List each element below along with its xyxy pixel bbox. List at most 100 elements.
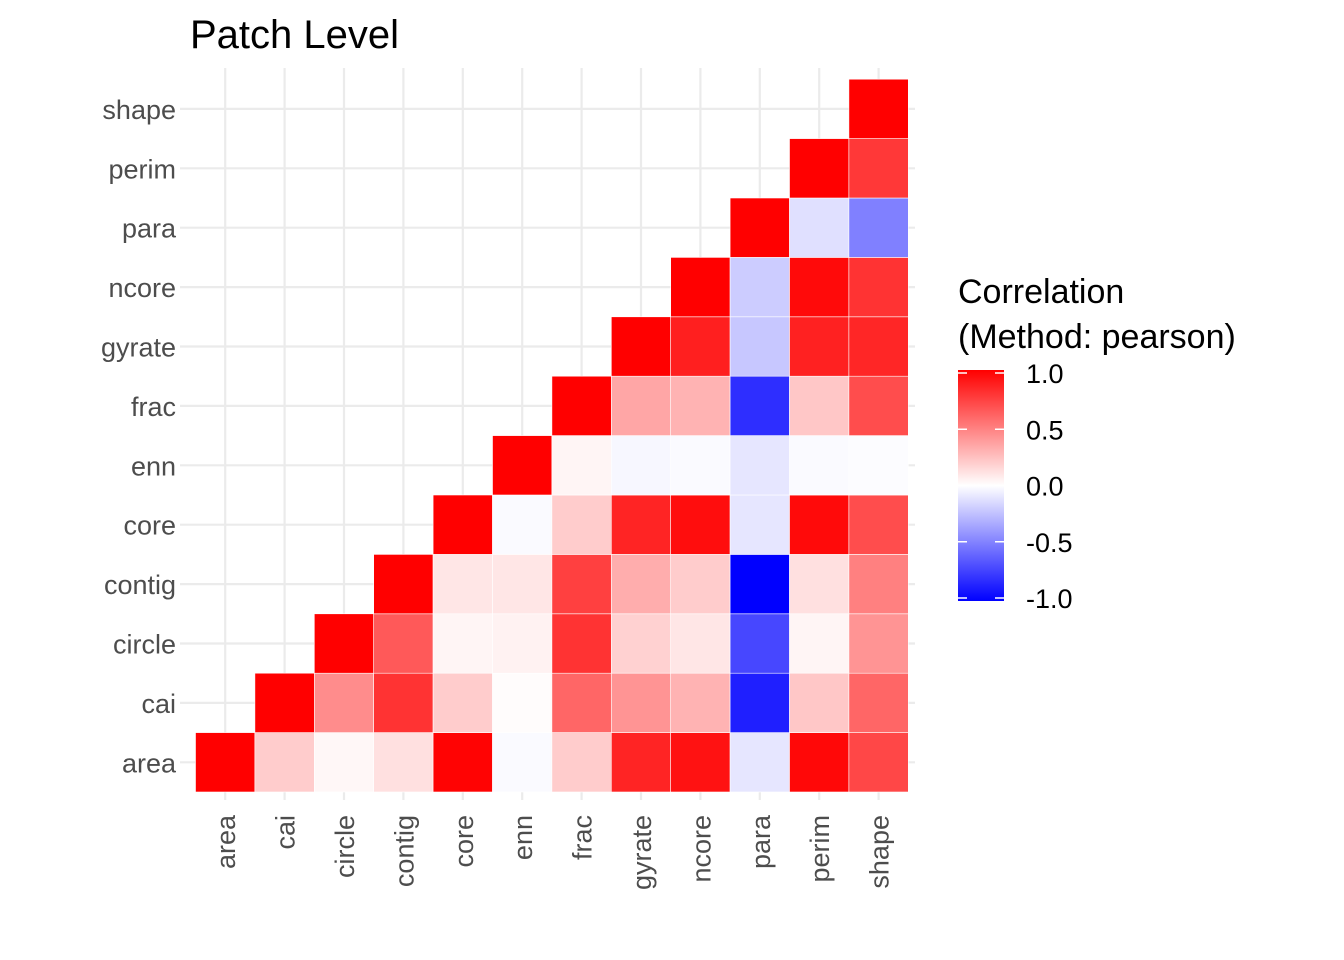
- heatmap-cell-perim-cai: [789, 672, 850, 733]
- heatmap-cell-perim-core: [789, 494, 850, 555]
- y-tick-label-area: area: [122, 748, 177, 778]
- heatmap-cell-ncore-contig: [670, 554, 731, 615]
- heatmap-cell-enn-area: [492, 732, 553, 793]
- heatmap-cell-core-contig: [432, 554, 493, 615]
- heatmap-cell-shape-circle: [848, 613, 909, 674]
- heatmap-cell-circle-cai: [313, 672, 374, 733]
- heatmap-cell-gyrate-area: [610, 732, 671, 793]
- heatmap-cell-frac-circle: [551, 613, 612, 674]
- heatmap-cell-contig-area: [373, 732, 434, 793]
- heatmap-cell-para-para: [729, 197, 790, 258]
- heatmap-cell-frac-cai: [551, 672, 612, 733]
- heatmap-cell-shape-gyrate: [848, 316, 909, 377]
- x-tick-label-para: para: [746, 814, 776, 869]
- heatmap-cell-frac-core: [551, 494, 612, 555]
- heatmap-cell-perim-para: [789, 197, 850, 258]
- heatmap-cell-gyrate-frac: [610, 375, 671, 436]
- legend-tick-label: 0.5: [1026, 415, 1064, 445]
- heatmap-cell-core-core: [432, 494, 493, 555]
- heatmap-cell-enn-cai: [492, 672, 553, 733]
- heatmap-cell-ncore-gyrate: [670, 316, 731, 377]
- heatmap-cell-core-cai: [432, 672, 493, 733]
- y-tick-label-gyrate: gyrate: [101, 333, 176, 363]
- x-tick-label-enn: enn: [508, 815, 538, 860]
- heatmap-cell-enn-contig: [492, 554, 553, 615]
- heatmap-cell-frac-enn: [551, 435, 612, 496]
- heatmap-cell-para-gyrate: [729, 316, 790, 377]
- y-tick-label-para: para: [122, 214, 177, 244]
- heatmap-cell-shape-para: [848, 197, 909, 258]
- heatmap-cell-para-ncore: [729, 257, 790, 318]
- heatmap-cell-shape-perim: [848, 138, 909, 199]
- heatmap-cell-perim-ncore: [789, 257, 850, 318]
- legend: Correlation (Method: pearson) 1.0 0.5 0.0 -…: [958, 273, 1236, 614]
- x-tick-label-shape: shape: [865, 815, 895, 889]
- y-tick-label-perim: perim: [108, 154, 176, 184]
- x-tick-label-core: core: [449, 815, 479, 868]
- legend-tick-label: -1.0: [1026, 584, 1073, 614]
- heatmap-cell-cai-cai: [254, 672, 315, 733]
- heatmap-cell-shape-frac: [848, 375, 909, 436]
- legend-title-line2: (Method: pearson): [958, 318, 1236, 356]
- heatmap-cell-ncore-enn: [670, 435, 731, 496]
- heatmap-cell-perim-enn: [789, 435, 850, 496]
- chart-title: Patch Level: [190, 13, 399, 57]
- heatmap-cell-core-circle: [432, 613, 493, 674]
- heatmap-cell-para-frac: [729, 375, 790, 436]
- heatmap-cell-cai-area: [254, 732, 315, 793]
- heatmap-cell-circle-circle: [313, 613, 374, 674]
- heatmap-cell-shape-shape: [848, 78, 909, 139]
- legend-ticks: 1.0 0.5 0.0 -0.5 -1.0: [958, 359, 1073, 614]
- heatmap-cell-gyrate-cai: [610, 672, 671, 733]
- legend-tick-label: 0.0: [1026, 472, 1064, 502]
- heatmap-cell-para-circle: [729, 613, 790, 674]
- heatmap-cell-circle-area: [313, 732, 374, 793]
- x-tick-label-cai: cai: [271, 815, 301, 850]
- y-tick-label-frac: frac: [131, 392, 176, 422]
- x-tick-label-area: area: [211, 814, 241, 869]
- x-tick-label-ncore: ncore: [686, 815, 716, 883]
- heatmap-cell-core-area: [432, 732, 493, 793]
- heatmap-cell-enn-core: [492, 494, 553, 555]
- heatmap-cell-contig-cai: [373, 672, 434, 733]
- heatmap-cell-para-cai: [729, 672, 790, 733]
- heatmap-cell-para-core: [729, 494, 790, 555]
- y-tick-label-shape: shape: [102, 95, 176, 125]
- heatmap-cell-frac-frac: [551, 375, 612, 436]
- heatmap-cell-perim-contig: [789, 554, 850, 615]
- x-tick-label-contig: contig: [389, 815, 419, 887]
- y-tick-label-enn: enn: [131, 451, 176, 481]
- y-axis-tick-labels: area cai circle contig core enn frac gyrate ncor…: [101, 95, 177, 778]
- heatmap-cell-frac-contig: [551, 554, 612, 615]
- heatmap-cell-shape-area: [848, 732, 909, 793]
- heatmap-cell-ncore-frac: [670, 375, 731, 436]
- heatmap-cell-gyrate-gyrate: [610, 316, 671, 377]
- heatmap-cell-area-area: [195, 732, 256, 793]
- y-tick-label-cai: cai: [141, 689, 176, 719]
- legend-tick-label: -0.5: [1026, 528, 1073, 558]
- x-tick-label-frac: frac: [568, 815, 598, 860]
- heatmap-cell-shape-core: [848, 494, 909, 555]
- heatmap-cell-ncore-ncore: [670, 257, 731, 318]
- y-tick-label-core: core: [123, 511, 176, 541]
- heatmap-cell-ncore-core: [670, 494, 731, 555]
- heatmap-cell-ncore-circle: [670, 613, 731, 674]
- x-tick-label-perim: perim: [805, 815, 835, 883]
- legend-tick-label: 1.0: [1026, 359, 1064, 389]
- heatmap-cell-gyrate-core: [610, 494, 671, 555]
- heatmap-cell-perim-frac: [789, 375, 850, 436]
- heatmap-cell-perim-perim: [789, 138, 850, 199]
- heatmap-cell-shape-enn: [848, 435, 909, 496]
- heatmap-cell-para-enn: [729, 435, 790, 496]
- x-tick-label-gyrate: gyrate: [627, 815, 657, 890]
- legend-title-line1: Correlation: [958, 273, 1124, 311]
- heatmap-cell-contig-circle: [373, 613, 434, 674]
- x-tick-label-circle: circle: [330, 815, 360, 878]
- heatmap-cell-frac-area: [551, 732, 612, 793]
- heatmap-cell-shape-contig: [848, 554, 909, 615]
- heatmap-cell-perim-circle: [789, 613, 850, 674]
- y-tick-label-circle: circle: [113, 630, 176, 660]
- heatmap-cell-gyrate-enn: [610, 435, 671, 496]
- heatmap-cell-gyrate-contig: [610, 554, 671, 615]
